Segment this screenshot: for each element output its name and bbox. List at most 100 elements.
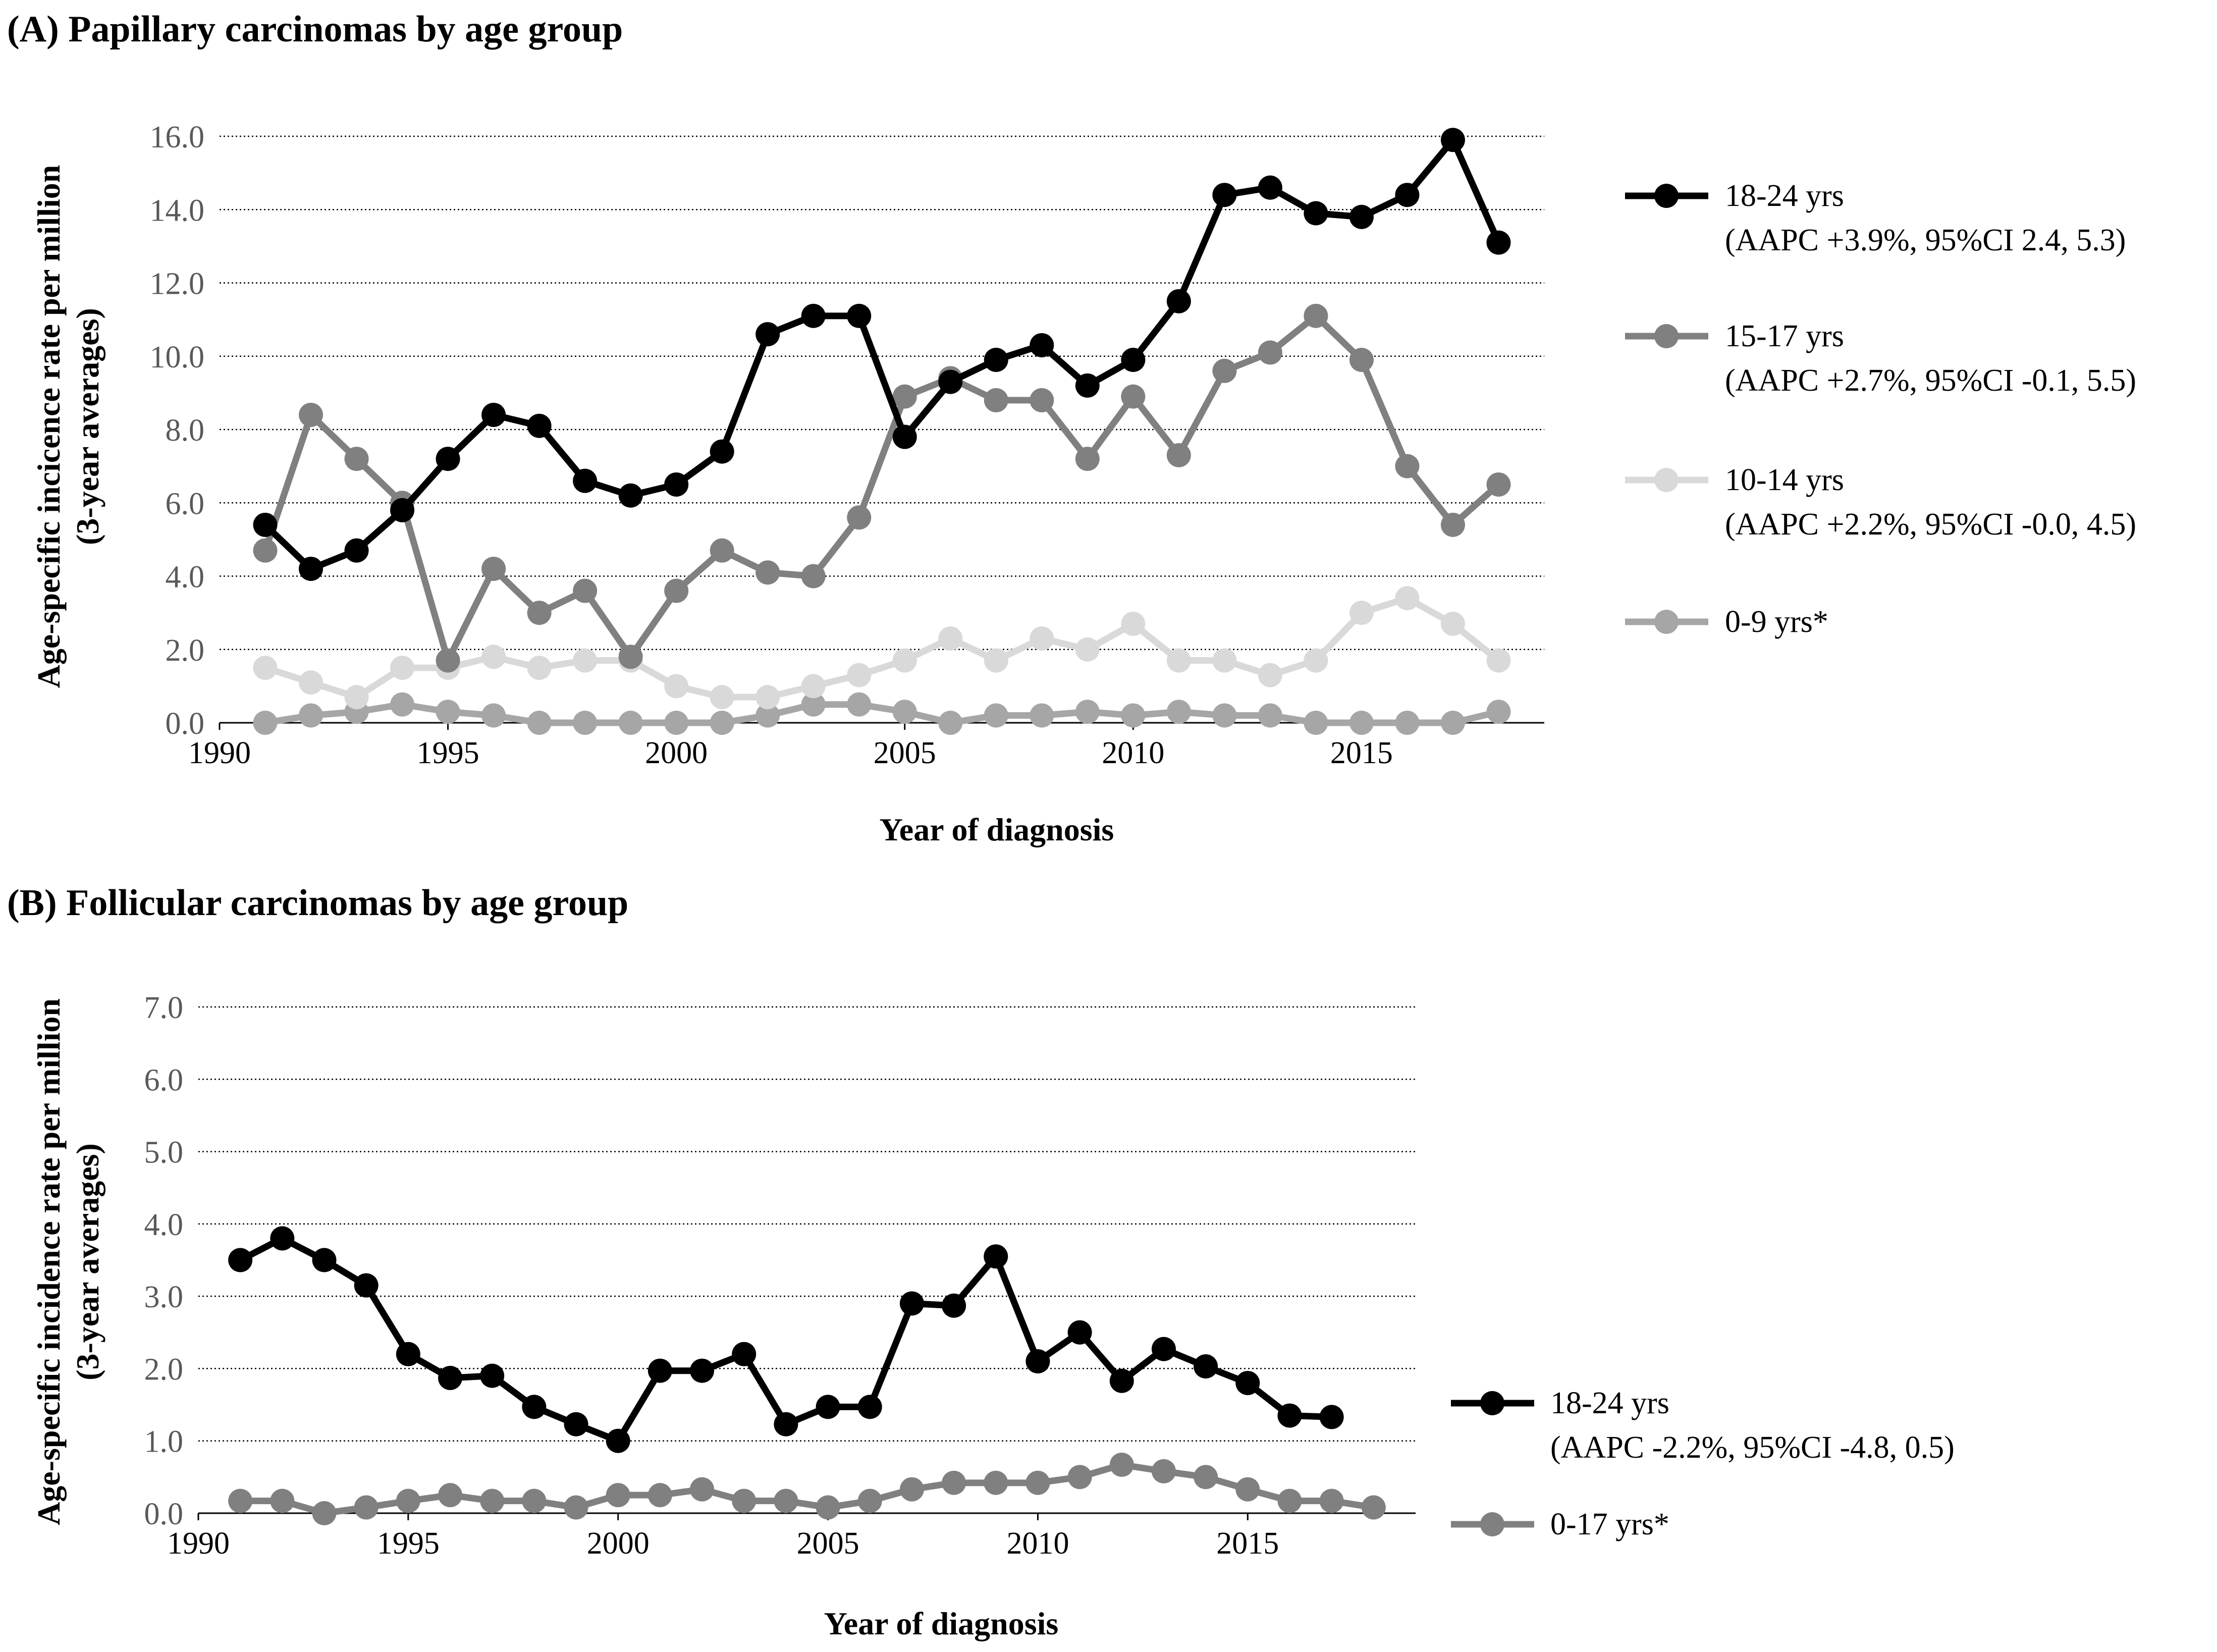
legend-label-0-17-yrs: 0-17 yrs* (1550, 1507, 1669, 1541)
legend-note-18-24-yrs: (AAPC +3.9%, 95%CI 2.4, 5.3) (1725, 223, 2126, 257)
legend-item-10-14-yrs: 10-14 yrs (AAPC +2.2%, 95%CI -0.0, 4.5) (1625, 463, 2136, 542)
panel-a-x-axis-label: Year of diagnosis (880, 812, 1114, 847)
data-point (438, 1366, 463, 1391)
line-15-17-yrs (262, 312, 1502, 664)
data-point (774, 1412, 798, 1436)
y-tick-label: 4.0 (166, 560, 205, 595)
y-tick-label: 8.0 (166, 413, 205, 448)
line-0-17-yrs (237, 1461, 1377, 1517)
data-point (253, 656, 278, 680)
data-point (1395, 183, 1420, 207)
data-point (647, 1483, 672, 1508)
data-point (801, 692, 826, 717)
data-point (228, 1248, 253, 1272)
data-point (1304, 303, 1328, 328)
data-point (481, 645, 506, 669)
data-point (522, 1488, 547, 1513)
data-point (390, 692, 415, 717)
data-point (664, 472, 689, 497)
data-point (1121, 703, 1146, 728)
y-tick-label: 6.0 (144, 1063, 184, 1097)
data-point (436, 700, 460, 724)
data-point (1395, 454, 1420, 478)
data-point (1395, 711, 1420, 735)
data-point (1166, 648, 1191, 673)
series-b-0-17-yrs (228, 1452, 1386, 1525)
y-tick-label: 10.0 (150, 340, 205, 375)
data-point (253, 711, 278, 735)
data-point (847, 692, 872, 717)
panel-a-y-tick-labels: 0.0 2.0 4.0 6.0 8.0 10.0 12.0 14.0 16.0 (150, 120, 205, 741)
data-point (892, 384, 917, 409)
data-point (1075, 700, 1100, 724)
data-point (847, 303, 872, 328)
data-point (390, 498, 415, 522)
x-tick-label: 2000 (645, 736, 708, 770)
data-point (847, 663, 872, 687)
y-tick-label: 14.0 (150, 193, 205, 228)
panel-a-y-axis-label-line1: Age-specific incicence rate per million (31, 165, 67, 688)
legend-swatch-marker (1654, 324, 1679, 348)
data-point (892, 648, 917, 673)
data-point (1486, 700, 1511, 724)
y-tick-label: 1.0 (144, 1425, 184, 1459)
data-point (647, 1358, 672, 1383)
x-tick-label: 2000 (587, 1526, 650, 1561)
data-point (1277, 1403, 1302, 1428)
data-point (573, 711, 598, 735)
data-point (1030, 388, 1054, 412)
data-point (354, 1495, 378, 1520)
data-point (1067, 1320, 1092, 1345)
data-point (1277, 1488, 1302, 1513)
data-point (481, 556, 506, 581)
data-point (618, 483, 643, 508)
data-point (801, 564, 826, 589)
data-point (942, 1293, 966, 1318)
legend-swatch-marker (1480, 1391, 1504, 1415)
panel-b-y-axis-label-line2: (3-year averages) (70, 1143, 105, 1380)
data-point (1109, 1452, 1134, 1477)
data-point (299, 703, 323, 728)
panel-a-plot-area (253, 128, 1511, 735)
data-point (1121, 384, 1146, 409)
data-point (710, 538, 734, 563)
data-point (606, 1483, 630, 1508)
panel-a-x-tick-labels: 1990 1995 2000 2005 2010 2015 (188, 736, 1393, 770)
data-point (664, 674, 689, 699)
data-point (1166, 443, 1191, 467)
data-point (1486, 472, 1511, 497)
data-point (984, 648, 1008, 673)
x-tick-label: 1990 (167, 1526, 230, 1561)
data-point (270, 1488, 295, 1513)
data-point (354, 1273, 378, 1298)
data-point (664, 711, 689, 735)
legend-item-15-17-yrs: 15-17 yrs (AAPC +2.7%, 95%CI -0.1, 5.5) (1625, 319, 2136, 398)
data-point (1440, 128, 1465, 152)
data-point (1166, 700, 1191, 724)
data-point (606, 1428, 630, 1453)
y-tick-label: 2.0 (166, 633, 205, 668)
data-point (1025, 1470, 1050, 1495)
data-point (270, 1226, 295, 1251)
data-point (710, 439, 734, 464)
data-point (527, 601, 552, 625)
data-point (984, 348, 1008, 372)
data-point (1258, 175, 1282, 200)
y-tick-label: 5.0 (144, 1136, 184, 1170)
data-point (857, 1488, 882, 1513)
data-point (1121, 348, 1146, 372)
data-point (1319, 1488, 1344, 1513)
data-point (1212, 183, 1237, 207)
y-tick-label: 3.0 (144, 1280, 184, 1314)
data-point (344, 685, 369, 710)
panel-b-legend: 18-24 yrs (AAPC -2.2%, 95%CI -4.8, 0.5) … (1451, 1386, 1955, 1541)
data-point (984, 1470, 1008, 1495)
x-tick-label: 2005 (797, 1526, 859, 1561)
series-a-10-14-yrs (253, 586, 1511, 710)
data-point (1212, 358, 1237, 383)
data-point (1440, 512, 1465, 537)
data-point (527, 656, 552, 680)
data-point (899, 1477, 924, 1502)
data-point (573, 468, 598, 493)
data-point (1361, 1495, 1386, 1520)
